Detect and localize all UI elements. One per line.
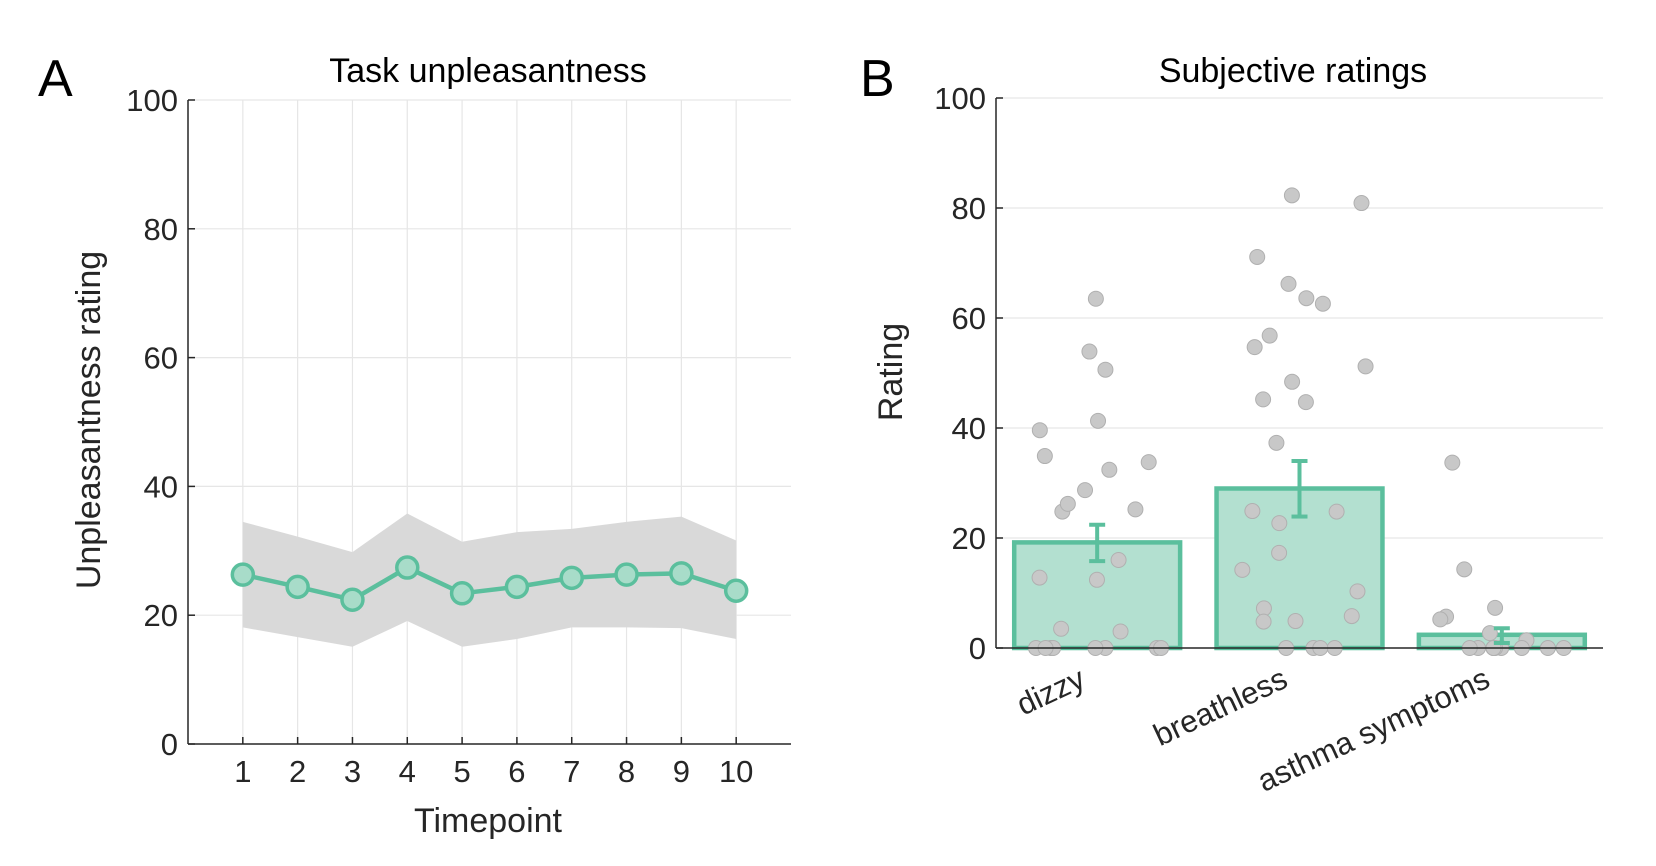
point-1-7 bbox=[1246, 339, 1263, 356]
y-tick-label-b-4: 80 bbox=[952, 191, 986, 226]
point-0-0 bbox=[1087, 290, 1104, 307]
data-point-a-7 bbox=[559, 565, 584, 591]
point-1-12 bbox=[1268, 434, 1285, 451]
point-1-2 bbox=[1249, 248, 1266, 265]
point-1-6 bbox=[1261, 327, 1278, 344]
point-1-9 bbox=[1284, 373, 1301, 390]
x-tick-label-a-9: 10 bbox=[719, 754, 753, 789]
point-1-15 bbox=[1271, 515, 1288, 532]
point-1-8 bbox=[1357, 358, 1374, 375]
point-1-21 bbox=[1287, 613, 1304, 630]
point-1-17 bbox=[1234, 561, 1251, 578]
y-tick-label-a-4: 80 bbox=[144, 212, 178, 247]
y-tick-label-b-5: 100 bbox=[934, 81, 986, 116]
y-tick-label-b-0: 0 bbox=[969, 631, 986, 666]
data-point-a-8 bbox=[614, 562, 639, 587]
chart-title-b: Subjective ratings bbox=[1159, 52, 1427, 90]
point-0-2 bbox=[1036, 448, 1053, 465]
y-tick-label-b-3: 60 bbox=[952, 301, 986, 336]
point-1-5 bbox=[1314, 295, 1331, 312]
point-2-1 bbox=[1456, 561, 1473, 578]
point-0-15 bbox=[1053, 620, 1070, 637]
point-0-7 bbox=[1140, 454, 1157, 471]
point-1-16 bbox=[1271, 544, 1288, 561]
point-1-11 bbox=[1297, 394, 1314, 411]
data-point-a-9 bbox=[669, 561, 694, 586]
point-0-9 bbox=[1077, 482, 1094, 499]
x-tick-label-a-4: 5 bbox=[453, 754, 470, 789]
point-0-16 bbox=[1112, 623, 1129, 640]
x-tick-label-a-5: 6 bbox=[508, 754, 525, 789]
point-0-14 bbox=[1088, 571, 1105, 588]
point-1-18 bbox=[1349, 583, 1366, 600]
x-tick-label-a-0: 1 bbox=[234, 754, 251, 789]
point-0-4 bbox=[1081, 343, 1098, 360]
x-tick-label-a-2: 3 bbox=[344, 754, 361, 789]
category-label-dizzy: dizzy bbox=[1011, 660, 1090, 722]
x-tick-label-a-8: 9 bbox=[673, 754, 690, 789]
point-2-5 bbox=[1481, 625, 1498, 642]
y-tick-label-b-2: 40 bbox=[952, 411, 986, 446]
data-point-a-4 bbox=[395, 555, 420, 580]
y-tick-label-b-1: 20 bbox=[952, 521, 986, 556]
point-0-11 bbox=[1127, 501, 1144, 518]
category-label-breathless: breathless bbox=[1148, 661, 1292, 753]
y-axis-label-b: Rating bbox=[872, 323, 910, 421]
point-2-0 bbox=[1444, 454, 1461, 471]
chart-title-a: Task unpleasantness bbox=[329, 52, 647, 90]
point-1-4 bbox=[1298, 290, 1315, 307]
point-1-22 bbox=[1255, 613, 1272, 630]
point-2-2 bbox=[1487, 599, 1504, 616]
y-tick-label-a-0: 0 bbox=[161, 727, 178, 762]
x-tick-label-a-6: 7 bbox=[563, 754, 580, 789]
category-label-asthma-symptoms: asthma symptoms bbox=[1252, 661, 1495, 799]
point-0-5 bbox=[1090, 412, 1107, 429]
point-1-14 bbox=[1328, 503, 1345, 520]
y-tick-label-a-1: 20 bbox=[144, 598, 178, 633]
data-point-a-2 bbox=[285, 574, 310, 600]
x-axis-label-a: Timepoint bbox=[414, 802, 563, 840]
point-1-3 bbox=[1280, 275, 1297, 292]
chart-a-plot-area: 0 20 40 60 80 100 1 2 3 4 5 6 7 8 9 10 bbox=[126, 83, 791, 789]
data-point-a-3 bbox=[340, 587, 365, 612]
y-tick-label-a-3: 60 bbox=[144, 341, 178, 376]
point-1-10 bbox=[1255, 391, 1272, 408]
point-1-20 bbox=[1343, 608, 1360, 625]
x-tick-label-a-3: 4 bbox=[399, 754, 416, 789]
point-0-6 bbox=[1031, 422, 1048, 439]
x-tick-label-a-1: 2 bbox=[289, 754, 306, 789]
point-1-0 bbox=[1283, 187, 1300, 204]
point-1-1 bbox=[1353, 195, 1370, 212]
point-0-13 bbox=[1031, 569, 1048, 586]
y-tick-label-a-2: 40 bbox=[144, 469, 178, 504]
data-point-a-10 bbox=[723, 578, 749, 603]
y-axis-label-a: Unpleasantness rating bbox=[70, 251, 108, 589]
point-0-1 bbox=[1097, 361, 1114, 378]
point-1-13 bbox=[1244, 503, 1261, 520]
point-2-4 bbox=[1432, 611, 1449, 628]
x-tick-label-a-7: 8 bbox=[618, 754, 635, 789]
y-tick-label-a-5: 100 bbox=[126, 83, 178, 118]
series-line-a bbox=[242, 565, 737, 602]
data-point-a-1 bbox=[230, 562, 256, 587]
panel-letter-b: B bbox=[860, 50, 895, 108]
panel-letter-a: A bbox=[38, 50, 73, 108]
point-0-8 bbox=[1101, 461, 1118, 478]
point-0-10 bbox=[1059, 495, 1076, 512]
data-point-a-6 bbox=[504, 574, 530, 600]
point-0-12 bbox=[1110, 552, 1127, 568]
data-point-a-5 bbox=[449, 581, 475, 606]
confidence-band-a bbox=[242, 513, 737, 647]
